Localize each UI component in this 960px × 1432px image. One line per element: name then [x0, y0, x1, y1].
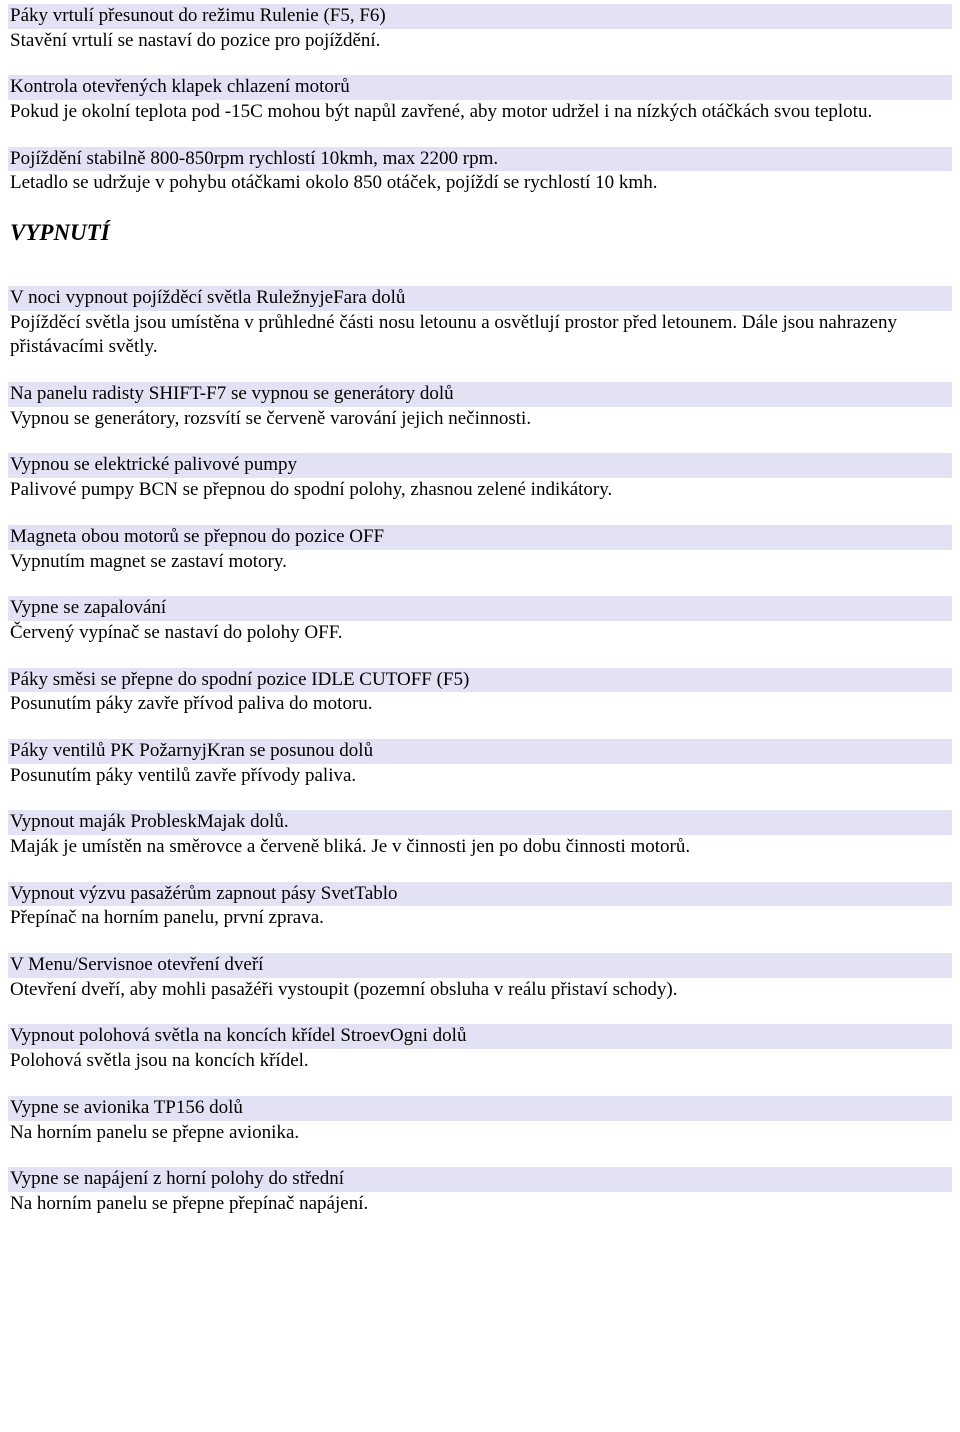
sections_top-section: Páky vrtulí přesunout do režimu Rulenie … — [8, 4, 952, 53]
sections_bottom-section-header: Vypne se zapalování — [8, 596, 952, 621]
sections_bottom-section: Páky směsi se přepne do spodní pozice ID… — [8, 668, 952, 717]
sections_bottom-section-header: Vypne se avionika TP156 dolů — [8, 1096, 952, 1121]
sections_bottom-section: Vypnou se elektrické palivové pumpyPaliv… — [8, 453, 952, 502]
sections_bottom-section: Páky ventilů PK PožarnyjKran se posunou … — [8, 739, 952, 788]
sections_top-section-header: Páky vrtulí přesunout do režimu Rulenie … — [8, 4, 952, 29]
main-heading: VYPNUTÍ — [8, 218, 952, 248]
sections_top-section: Pojíždění stabilně 800-850rpm rychlostí … — [8, 147, 952, 196]
sections_bottom-section-header: Páky směsi se přepne do spodní pozice ID… — [8, 668, 952, 693]
sections_bottom-section: Vypnout polohová světla na koncích kříde… — [8, 1024, 952, 1073]
sections_bottom-section-desc: Palivové pumpy BCN se přepnou do spodní … — [8, 478, 952, 503]
sections_top-section-desc: Stavění vrtulí se nastaví do pozice pro … — [8, 29, 952, 54]
sections_bottom-section-header: V noci vypnout pojížděcí světla Ruležnyj… — [8, 286, 952, 311]
sections_bottom-section-header: Vypnou se elektrické palivové pumpy — [8, 453, 952, 478]
sections_bottom-section-desc: Červený vypínač se nastaví do polohy OFF… — [8, 621, 952, 646]
sections_top-section: Kontrola otevřených klapek chlazení moto… — [8, 75, 952, 124]
sections_bottom-section-header: V Menu/Servisnoe otevření dveří — [8, 953, 952, 978]
sections_bottom-section-header: Magneta obou motorů se přepnou do pozice… — [8, 525, 952, 550]
sections_bottom-section-desc: Polohová světla jsou na koncích křídel. — [8, 1049, 952, 1074]
sections_top-section-header: Kontrola otevřených klapek chlazení moto… — [8, 75, 952, 100]
sections_bottom-section-desc: Maják je umístěn na směrovce a červeně b… — [8, 835, 952, 860]
sections_bottom-section-desc: Pojížděcí světla jsou umístěna v průhled… — [8, 311, 952, 360]
sections_top-section-header: Pojíždění stabilně 800-850rpm rychlostí … — [8, 147, 952, 172]
sections_bottom-section-desc: Přepínač na horním panelu, první zprava. — [8, 906, 952, 931]
sections_bottom-section-header: Vypne se napájení z horní polohy do stře… — [8, 1167, 952, 1192]
sections_bottom-section: Na panelu radisty SHIFT-F7 se vypnou se … — [8, 382, 952, 431]
document-content: Páky vrtulí přesunout do režimu Rulenie … — [8, 4, 952, 1217]
sections_bottom-section-header: Vypnout polohová světla na koncích kříde… — [8, 1024, 952, 1049]
sections_bottom-section: Vypne se zapalováníČervený vypínač se na… — [8, 596, 952, 645]
sections_bottom-section-header: Páky ventilů PK PožarnyjKran se posunou … — [8, 739, 952, 764]
sections_bottom-section-desc: Posunutím páky zavře přívod paliva do mo… — [8, 692, 952, 717]
sections_top-section-desc: Letadlo se udržuje v pohybu otáčkami oko… — [8, 171, 952, 196]
sections_bottom-section: Vypnout výzvu pasažérům zapnout pásy Sve… — [8, 882, 952, 931]
sections_bottom-section: V noci vypnout pojížděcí světla Ruležnyj… — [8, 286, 952, 360]
sections_bottom-section-header: Vypnout maják ProbleskMajak dolů. — [8, 810, 952, 835]
sections_bottom-section-header: Na panelu radisty SHIFT-F7 se vypnou se … — [8, 382, 952, 407]
sections_bottom-section-desc: Posunutím páky ventilů zavře přívody pal… — [8, 764, 952, 789]
sections_bottom-section-header: Vypnout výzvu pasažérům zapnout pásy Sve… — [8, 882, 952, 907]
sections_bottom-section-desc: Otevření dveří, aby mohli pasažéři vysto… — [8, 978, 952, 1003]
sections_bottom-section: Vypne se avionika TP156 dolůNa horním pa… — [8, 1096, 952, 1145]
sections_bottom-section-desc: Na horním panelu se přepne přepínač napá… — [8, 1192, 952, 1217]
sections_bottom-section-desc: Na horním panelu se přepne avionika. — [8, 1121, 952, 1146]
sections_bottom-section-desc: Vypnutím magnet se zastaví motory. — [8, 550, 952, 575]
sections_bottom-section-desc: Vypnou se generátory, rozsvítí se červen… — [8, 407, 952, 432]
sections_bottom-section: Magneta obou motorů se přepnou do pozice… — [8, 525, 952, 574]
sections_bottom-section: Vypnout maják ProbleskMajak dolů.Maják j… — [8, 810, 952, 859]
sections_top-section-desc: Pokud je okolní teplota pod -15C mohou b… — [8, 100, 952, 125]
sections_bottom-section: Vypne se napájení z horní polohy do stře… — [8, 1167, 952, 1216]
sections_bottom-section: V Menu/Servisnoe otevření dveříOtevření … — [8, 953, 952, 1002]
